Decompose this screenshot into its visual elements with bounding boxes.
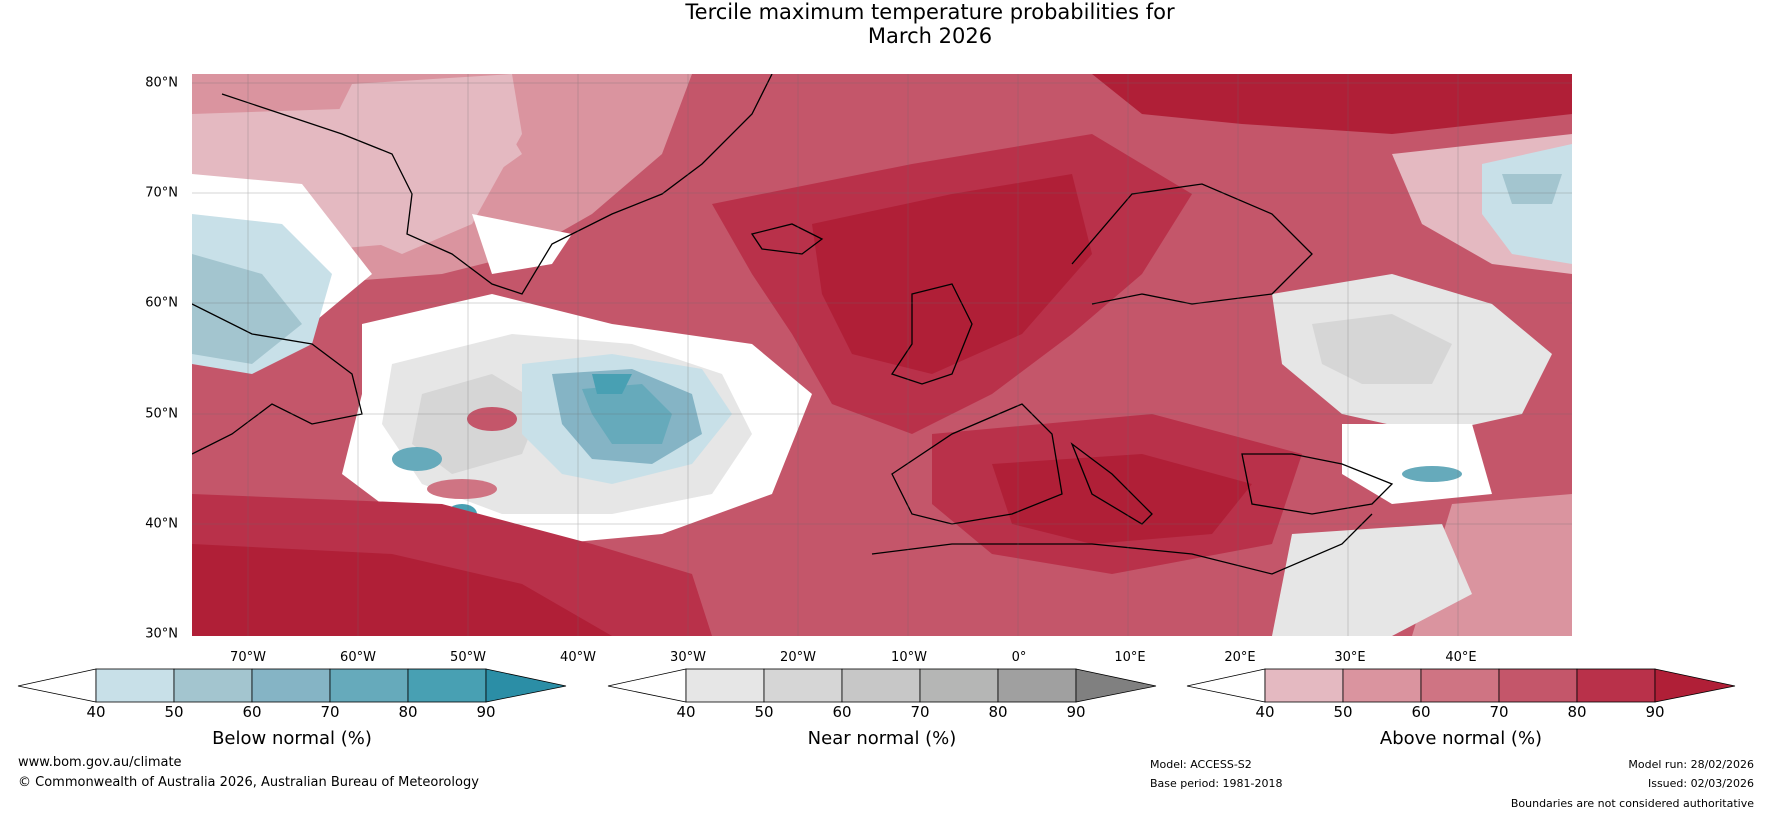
legend-above-tick-70: 70 [1489, 703, 1509, 721]
north-africa-coast [871, 513, 1373, 575]
model-text: Model: ACCESS-S2 [1150, 758, 1252, 771]
disclaimer-text: Boundaries are not considered authoritat… [1510, 797, 1754, 810]
legend-below-tick-70: 70 [320, 703, 340, 721]
legend-near-tick-70: 70 [910, 703, 930, 721]
legend-below-swatch-1 [95, 668, 175, 703]
uk-ireland-coast [890, 283, 973, 385]
copyright-text: © Commonwealth of Australia 2026, Austra… [18, 775, 479, 790]
legend-above-swatch-1 [1264, 668, 1344, 703]
scandinavia-coast [1071, 183, 1313, 305]
legend-near-tri-left [607, 668, 687, 703]
region-below-60-west [192, 254, 302, 364]
title-line-2: March 2026 [867, 24, 993, 48]
region-below-60-east [1502, 174, 1562, 204]
issued-text: Issued: 02/03/2026 [1647, 777, 1754, 790]
chart-title: Tercile maximum temperature probabilitie… [0, 0, 1770, 48]
base-period-text: Base period: 1981-2018 [1150, 777, 1283, 790]
black-sea-coast [1241, 453, 1394, 515]
region-greenland-light [312, 74, 522, 254]
iberia-france-coast [891, 403, 1063, 525]
legend-below-swatch-5 [407, 668, 487, 703]
legend-below-tick-60: 60 [242, 703, 262, 721]
region-below-turkey [1402, 466, 1462, 482]
region-white-east [1342, 424, 1492, 504]
region-above-90-arctic [1092, 74, 1572, 134]
legend-below-tick-90: 90 [476, 703, 496, 721]
legend-near-tick-40: 40 [676, 703, 696, 721]
legend-above-tri-right [1654, 668, 1736, 703]
region-above-blob-1 [467, 407, 517, 431]
legend-below-normal [17, 668, 567, 703]
legend-above-swatch-5 [1576, 668, 1656, 703]
legend-near-swatch-5 [997, 668, 1077, 703]
legend-near-tick-80: 80 [988, 703, 1008, 721]
legend-below-title: Below normal (%) [212, 728, 372, 749]
legend-above-title: Above normal (%) [1379, 728, 1543, 749]
legend-near-tick-50: 50 [754, 703, 774, 721]
legend-near-swatch-4 [919, 668, 999, 703]
legend-near-swatch-1 [685, 668, 765, 703]
legend-above-tri-left [1186, 668, 1266, 703]
legend-above-tick-60: 60 [1411, 703, 1431, 721]
legend-above-normal [1186, 668, 1736, 703]
legend-above-swatch-3 [1420, 668, 1500, 703]
region-below-small-1 [392, 447, 442, 471]
region-below-90-central [592, 374, 632, 394]
italy-coast [1070, 442, 1153, 525]
model-run-text: Model run: 28/02/2026 [1628, 758, 1754, 771]
legend-above-tick-90: 90 [1645, 703, 1665, 721]
graticule [192, 74, 1572, 636]
iceland-coast [750, 223, 824, 255]
legend-below-swatch-4 [329, 668, 409, 703]
region-above-90-atlantic [812, 174, 1092, 374]
legend-near-tick-90: 90 [1066, 703, 1086, 721]
legend-near-bar [607, 668, 1157, 703]
legend-near-swatch-3 [841, 668, 921, 703]
legend-above-swatch-4 [1498, 668, 1578, 703]
legend-near-normal [607, 668, 1157, 703]
legend-near-tick-60: 60 [832, 703, 852, 721]
title-line-1: Tercile maximum temperature probabilitie… [685, 0, 1175, 24]
map-canvas [192, 74, 1572, 636]
website-link[interactable]: www.bom.gov.au/climate [18, 755, 182, 770]
legend-below-swatch-3 [251, 668, 331, 703]
legend-near-swatch-2 [763, 668, 843, 703]
legend-above-swatch-2 [1342, 668, 1422, 703]
region-near-60-east [1312, 314, 1452, 384]
legend-below-tick-40: 40 [86, 703, 106, 721]
coastlines [192, 74, 1394, 575]
probability-map [192, 74, 1572, 636]
legend-above-tick-40: 40 [1255, 703, 1275, 721]
legend-above-tick-50: 50 [1333, 703, 1353, 721]
region-above-90-southwest [192, 544, 612, 636]
legend-below-tri-right [485, 668, 567, 703]
legend-below-tick-50: 50 [164, 703, 184, 721]
greenland-coast [221, 74, 773, 295]
legend-below-tick-80: 80 [398, 703, 418, 721]
region-greenland-white [472, 214, 572, 274]
legend-near-tri-right [1075, 668, 1157, 703]
legend-near-title: Near normal (%) [807, 728, 957, 749]
legend-above-tick-80: 80 [1567, 703, 1587, 721]
legend-above-bar [1186, 668, 1736, 703]
legend-below-bar [17, 668, 567, 703]
region-above-blob-2 [427, 479, 497, 499]
legend-below-swatch-2 [173, 668, 253, 703]
region-above-90-mediterranean [992, 454, 1252, 544]
legend-below-tri-left [17, 668, 97, 703]
